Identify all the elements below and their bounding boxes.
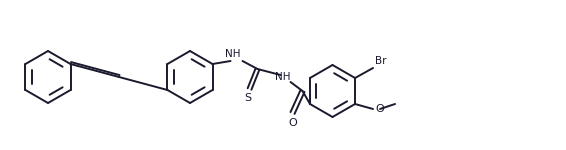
Text: O: O: [288, 118, 297, 128]
Text: S: S: [244, 93, 251, 103]
Text: NH: NH: [225, 49, 240, 59]
Text: NH: NH: [275, 72, 290, 82]
Text: O: O: [375, 104, 384, 114]
Text: Br: Br: [375, 56, 387, 66]
